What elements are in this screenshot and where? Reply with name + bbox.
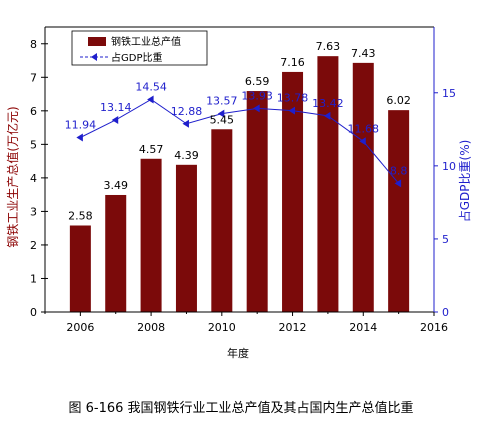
data-label-group: 2.58 3.49 4.57 4.39 5.45 6.59 7.16 7.63 7.43 6.02… [65,40,411,222]
x-tick-label: 2008 [137,321,165,334]
axes-group: 0 1 2 3 4 5 6 7 8 0 5 10 15 2006 2008 2010 2012 2014 2016 [30,26,456,334]
bar-value-label-2008: 4.57 [139,143,164,156]
bar-2012 [282,71,304,312]
legend-line-label: 占GDP比重 [111,51,162,64]
gdp-share-line [80,98,400,184]
y2-axis-title: 占GDP比重(%) [457,140,472,223]
bar-value-label-2006: 2.58 [68,209,93,222]
legend-line-marker [91,53,97,61]
x-tick-label: 2016 [420,321,448,334]
x-axis-title: 年度 [227,346,249,360]
y-tick-label: 2 [30,239,37,252]
x-tick-label: 2012 [279,321,307,334]
gdp-share-label-2010: 13.57 [206,95,238,108]
gdp-share-label-2007: 13.14 [100,101,132,114]
y2-tick-label: 0 [442,306,449,319]
y-tick-label: 6 [30,105,37,118]
y2-tick-label: 10 [442,160,456,173]
gdp-share-label-2009: 12.88 [171,105,203,118]
bar-value-label-2007: 3.49 [103,179,128,192]
gdp-share-marker-2014 [359,137,366,146]
bar-2011 [246,91,268,313]
gdp-share-marker-2013 [323,111,331,120]
legend-bar-label: 钢铁工业总产值 [111,35,181,48]
bar-value-label-2012: 7.16 [280,56,305,69]
x-tick-label: 2014 [349,321,377,334]
bar-value-label-2014: 7.43 [351,47,376,60]
bar-2013 [317,56,339,312]
bar-2015 [388,110,410,312]
gdp-share-marker-2008 [147,95,154,104]
y-axis-title: 钢铁工业生产总值(万亿元) [5,106,20,247]
gdp-share-label-2012: 13.78 [277,92,309,105]
gdp-share-label-2015: 8.8 [390,164,408,177]
y2-tick-label: 5 [442,233,449,246]
gdp-share-label-2006: 11.94 [65,118,97,131]
bar-2006 [69,225,91,312]
line-series-group [76,95,402,188]
y-tick-label: 5 [30,138,37,151]
bar-2009 [175,164,197,312]
figure-caption: 图 6-166 我国钢铁行业工业总产值及其占国内生产总值比重 [68,400,413,416]
gdp-share-marker-2010 [217,109,225,118]
y-tick-label: 7 [30,71,37,84]
bar-2010 [211,129,233,312]
y-tick-label: 1 [30,272,37,285]
gdp-share-label-2014: 11.68 [348,122,380,135]
x-tick-label: 2010 [208,321,236,334]
gdp-share-marker-2011 [253,104,260,113]
bar-value-label-2013: 7.63 [316,40,341,53]
y-tick-label: 4 [30,172,37,185]
bar-value-label-2011: 6.59 [245,75,270,88]
gdp-share-marker-2009 [182,119,189,128]
y-tick-label: 3 [30,205,37,218]
bar-2008 [140,158,162,312]
bar-value-label-2010: 5.45 [210,113,235,126]
legend-bar-swatch [88,37,106,46]
gdp-share-label-2011: 13.93 [241,89,273,102]
y2-tick-label: 15 [442,87,456,100]
gdp-share-label-2008: 14.54 [135,80,167,93]
gdp-share-label-2013: 13.42 [312,97,344,110]
gdp-share-marker-2015 [394,179,402,188]
bar-value-label-2015: 6.02 [386,94,411,107]
gdp-share-marker-2012 [288,106,296,115]
gdp-share-marker-2006 [76,133,83,142]
y-tick-label: 8 [30,38,37,51]
gdp-share-marker-2007 [111,115,119,124]
bar-2014 [352,62,374,313]
y-tick-label: 0 [30,306,37,319]
bar-value-label-2009: 4.39 [174,149,199,162]
bar-2007 [105,194,127,312]
x-tick-label: 2006 [66,321,94,334]
